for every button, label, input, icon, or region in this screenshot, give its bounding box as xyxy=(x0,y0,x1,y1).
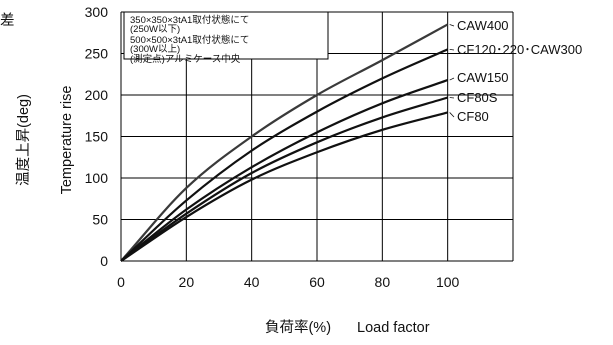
y-tick-label: 150 xyxy=(85,129,109,145)
x-tick-label: 40 xyxy=(244,274,260,290)
series-label: CF80S xyxy=(457,90,498,105)
condition-note-box xyxy=(123,11,329,60)
x-tick-label: 100 xyxy=(436,274,460,290)
condition-note: 350×350×3tA1取付状態にて (250W以下) 500×500×3tA1… xyxy=(123,11,329,65)
series-labels: CAW400 CF120･220･CAW300 CAW150 CF80S CF80 xyxy=(449,18,582,124)
note-line-4: (300W以上) xyxy=(130,44,180,55)
y-tick-label: 200 xyxy=(85,87,109,103)
series-label-leader xyxy=(449,77,455,81)
series-label-leader xyxy=(449,97,455,99)
series-line-caw150 xyxy=(120,79,449,262)
y-tick-label: 300 xyxy=(85,4,109,20)
series-label: CF80 xyxy=(457,109,489,124)
y-tick-label: 0 xyxy=(100,253,108,269)
x-tick-label: 60 xyxy=(309,274,325,290)
note-line-5: (測定点)アルミケース中央 xyxy=(130,53,241,65)
x-axis-title-jp: 負荷率(%) xyxy=(265,319,331,336)
series-line-cf80s xyxy=(120,96,448,262)
series-label-leader xyxy=(449,24,455,27)
series-line-caw400 xyxy=(120,23,449,262)
series-label-leader xyxy=(449,112,455,118)
x-tick-label: 80 xyxy=(375,274,391,290)
note-line-3: 500×500×3tA1取付状態にて xyxy=(130,34,249,46)
series-label: CAW400 xyxy=(457,18,509,33)
x-tick-label: 0 xyxy=(117,274,125,290)
note-line-1: 350×350×3tA1取付状態にて xyxy=(130,14,249,26)
x-tick-label: 20 xyxy=(179,274,195,290)
curve-layer xyxy=(120,23,449,262)
x-axis-title-en: Load factor xyxy=(357,320,430,336)
series-label: CAW150 xyxy=(457,70,509,85)
y-tick-labels: 0 50 100 150 200 250 300 xyxy=(85,4,109,269)
series-line-cf80 xyxy=(120,111,448,262)
series-label: CF120･220･CAW300 xyxy=(457,42,582,57)
series-line-cf120-220-caw300 xyxy=(120,48,449,262)
y-axis-title-jp: 温度上昇(deg) xyxy=(15,94,32,186)
y-tick-label: 250 xyxy=(85,46,109,62)
x-tick-labels: 0 20 40 60 80 100 xyxy=(117,274,459,290)
y-tick-label: 50 xyxy=(92,212,108,228)
series-label-leader xyxy=(449,48,455,51)
y-axis-title-en: Temperature rise xyxy=(59,86,75,195)
y-axis-cut-char: 差 xyxy=(0,12,15,29)
y-tick-label: 100 xyxy=(85,170,109,186)
note-line-2: (250W以下) xyxy=(130,24,180,35)
